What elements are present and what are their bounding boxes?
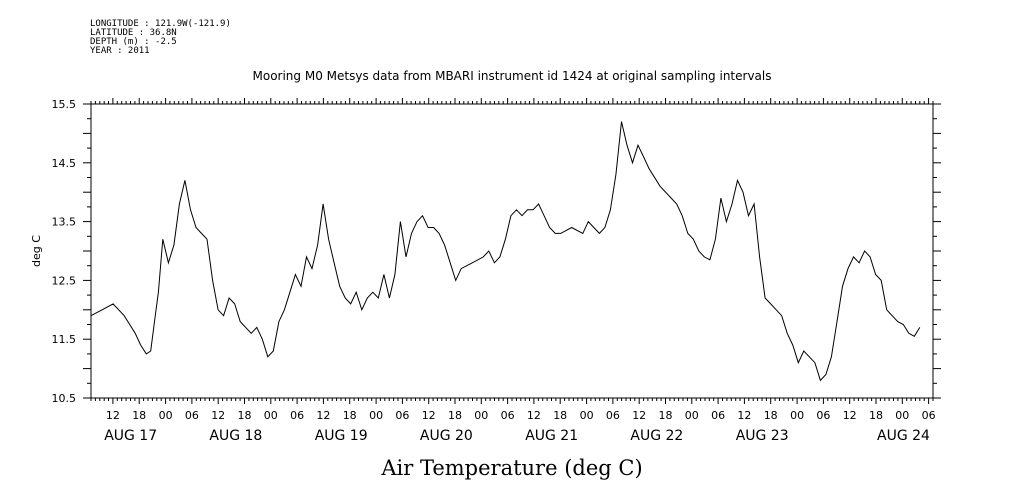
latitude-label: LATITUDE : 36.8N bbox=[90, 28, 177, 38]
x-hour-label: 00 bbox=[264, 409, 278, 422]
axis-ticks bbox=[83, 98, 941, 404]
x-hour-label: 18 bbox=[132, 409, 146, 422]
x-hour-label: 12 bbox=[527, 409, 541, 422]
x-date-label: AUG 23 bbox=[736, 428, 789, 444]
x-hour-label: 12 bbox=[106, 409, 120, 422]
depth-label: DEPTH (m) : -2.5 bbox=[90, 37, 177, 47]
x-date-label: AUG 21 bbox=[525, 428, 578, 444]
x-hour-label: 18 bbox=[448, 409, 462, 422]
x-hour-tick-labels: 12 18 00 06 12 18 00 06 12 18 00 06 12 18 00 06 12 18 00 06… bbox=[106, 409, 936, 422]
series-line-air-temperature bbox=[90, 121, 921, 382]
chart-title: Mooring M0 Metsys data from MBARI instru… bbox=[253, 69, 772, 83]
x-hour-label: 18 bbox=[553, 409, 567, 422]
x-axis-label: Air Temperature (deg C) bbox=[380, 456, 642, 480]
x-date-label: AUG 20 bbox=[420, 428, 473, 444]
x-hour-label: 06 bbox=[395, 409, 409, 422]
x-hour-label: 00 bbox=[895, 409, 909, 422]
x-hour-label: 18 bbox=[659, 409, 673, 422]
x-hour-label: 00 bbox=[685, 409, 699, 422]
x-hour-label: 00 bbox=[159, 409, 173, 422]
year-label: YEAR : 2011 bbox=[90, 46, 150, 56]
x-hour-label: 12 bbox=[316, 409, 330, 422]
x-hour-label: 12 bbox=[211, 409, 225, 422]
x-hour-label: 12 bbox=[737, 409, 751, 422]
x-date-label: AUG 19 bbox=[315, 428, 368, 444]
x-date-label: AUG 22 bbox=[630, 428, 683, 444]
x-hour-label: 12 bbox=[422, 409, 436, 422]
x-date-label: AUG 18 bbox=[209, 428, 262, 444]
y-tick-labels: 10.5 11.5 12.5 13.5 14.5 15.5 bbox=[52, 98, 77, 405]
metadata-block: LONGITUDE : 121.9W(-121.9) LATITUDE : 36… bbox=[90, 20, 231, 56]
x-hour-label: 06 bbox=[185, 409, 199, 422]
x-hour-label: 00 bbox=[369, 409, 383, 422]
x-hour-label: 12 bbox=[843, 409, 857, 422]
x-hour-label: 06 bbox=[922, 409, 936, 422]
x-hour-label: 06 bbox=[816, 409, 830, 422]
x-hour-label: 12 bbox=[632, 409, 646, 422]
x-date-label: AUG 17 bbox=[104, 428, 157, 444]
y-tick-label: 10.5 bbox=[52, 392, 77, 405]
x-hour-label: 18 bbox=[343, 409, 357, 422]
x-hour-label: 06 bbox=[290, 409, 304, 422]
x-hour-label: 06 bbox=[606, 409, 620, 422]
y-tick-label: 11.5 bbox=[52, 333, 77, 346]
x-hour-label: 06 bbox=[711, 409, 725, 422]
y-axis-label: deg C bbox=[30, 235, 43, 267]
y-tick-label: 14.5 bbox=[52, 157, 77, 170]
x-hour-label: 00 bbox=[790, 409, 804, 422]
y-tick-label: 13.5 bbox=[52, 216, 77, 229]
longitude-label: LONGITUDE : 121.9W(-121.9) bbox=[90, 19, 231, 29]
y-tick-label: 15.5 bbox=[52, 98, 77, 111]
x-hour-label: 00 bbox=[474, 409, 488, 422]
x-hour-label: 06 bbox=[501, 409, 515, 422]
x-date-label: AUG 24 bbox=[877, 428, 930, 444]
x-hour-label: 18 bbox=[764, 409, 778, 422]
x-date-labels: AUG 17 AUG 18 AUG 19 AUG 20 AUG 21 AUG 22 AUG … bbox=[104, 428, 930, 444]
x-hour-label: 18 bbox=[869, 409, 883, 422]
y-tick-label: 12.5 bbox=[52, 274, 77, 287]
x-hour-label: 00 bbox=[580, 409, 594, 422]
x-hour-label: 18 bbox=[238, 409, 252, 422]
